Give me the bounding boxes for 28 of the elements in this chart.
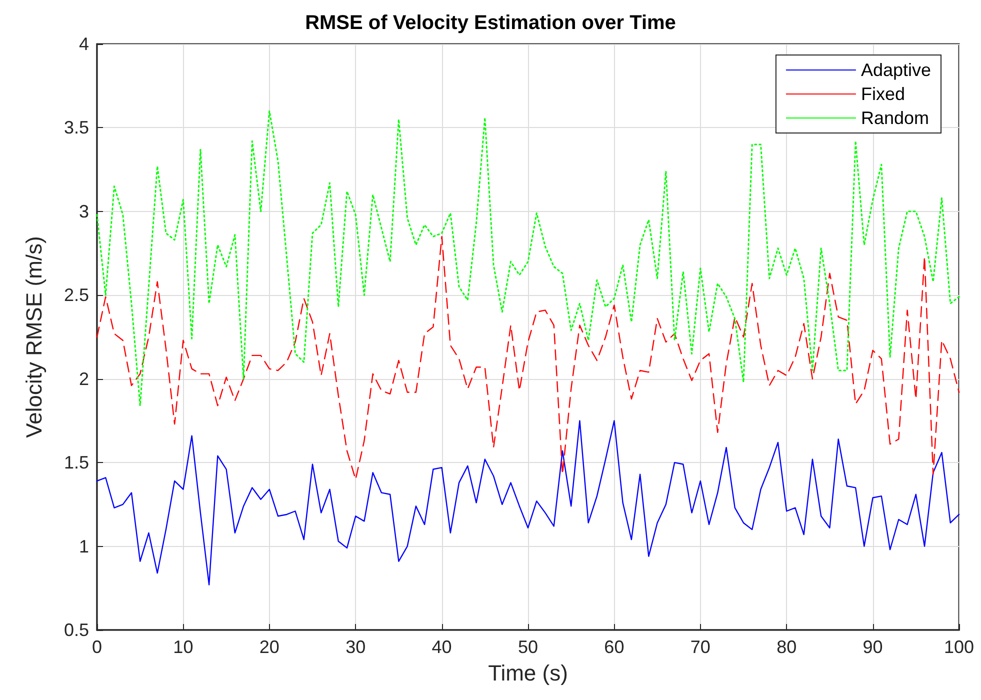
x-tick-label: 80 (776, 637, 797, 657)
chart-title: RMSE of Velocity Estimation over Time (305, 12, 676, 34)
y-axis-title: Velocity RMSE (m/s) (22, 236, 46, 438)
line-series (96, 420, 960, 586)
x-tick-label: 0 (92, 637, 102, 657)
x-tick-label: 50 (518, 637, 538, 657)
x-tick-label: 10 (173, 637, 194, 657)
x-tick-label: 90 (862, 637, 883, 657)
y-tick-label: 1.5 (64, 452, 89, 473)
x-tick-label: 40 (432, 637, 452, 657)
x-tick-label: 70 (690, 637, 710, 657)
y-tick-label: 4 (78, 34, 89, 54)
legend-label: Fixed (860, 84, 905, 104)
legend-label: Adaptive (860, 60, 932, 80)
legend-label: Random (860, 108, 929, 128)
line-series (96, 110, 960, 406)
y-tick-label: 2.5 (64, 285, 89, 306)
x-tick-label: 30 (346, 637, 366, 657)
y-tick-label: 3 (78, 201, 89, 222)
x-tick-label: 100 (944, 637, 974, 657)
x-tick-label: 60 (604, 637, 624, 657)
x-axis-title: Time (s) (488, 660, 568, 686)
x-tick-label: 20 (259, 637, 280, 657)
line-series (96, 236, 960, 480)
y-tick-label: 1 (78, 536, 89, 556)
y-tick-label: 2 (78, 368, 89, 389)
y-tick-label: 0.5 (64, 620, 89, 640)
y-tick-label: 3.5 (64, 118, 89, 138)
